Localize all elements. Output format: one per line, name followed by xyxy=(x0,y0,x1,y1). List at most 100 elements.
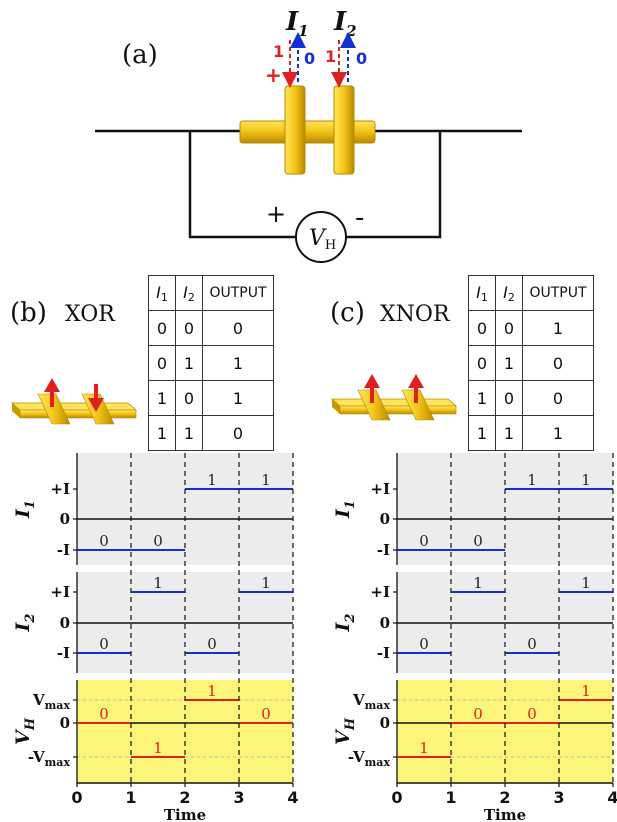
hall-cross-2 xyxy=(333,85,355,175)
segment-label: 0 xyxy=(153,532,163,550)
segment-label: 1 xyxy=(419,739,429,757)
segment-label: 0 xyxy=(473,532,483,550)
panel-c-label: (c) xyxy=(330,298,365,328)
red-arrow-1-label: 1 xyxy=(273,42,284,61)
red-arrow-2-label: 1 xyxy=(325,47,336,66)
segment-label: 1 xyxy=(261,574,271,592)
voltmeter-circle xyxy=(295,211,347,263)
hall-cross-1 xyxy=(284,85,306,175)
y-tick-label: -Vmax xyxy=(348,748,391,769)
cell: 0 xyxy=(495,310,523,346)
y-tick-label: 0 xyxy=(60,714,70,732)
plus-small-label: + xyxy=(265,63,282,87)
y-tick-label: 0 xyxy=(380,714,390,732)
cell: 1 xyxy=(495,415,523,451)
cell: 1 xyxy=(202,345,274,381)
y-tick-label: -Vmax xyxy=(28,748,71,769)
segment-label: 0 xyxy=(99,532,109,550)
y-tick-label: +I xyxy=(50,480,70,498)
panel-a: (a) VH + - I1 I2 1 0 + 1 0 xyxy=(95,7,522,263)
cell: 0 xyxy=(495,380,523,416)
loop-wire-right xyxy=(346,131,442,239)
x-tick-label: 4 xyxy=(607,788,617,807)
header-i1: I1 xyxy=(148,275,176,311)
segment-label: 1 xyxy=(153,739,163,757)
y-tick-label: Vmax xyxy=(32,691,70,712)
current-i2-label: I2 xyxy=(333,7,357,40)
y-axis-label: I1 xyxy=(12,500,38,519)
xor-device xyxy=(10,378,138,425)
cell: 0 xyxy=(522,345,594,381)
y-tick-label: 0 xyxy=(60,510,70,528)
cell: 1 xyxy=(522,310,594,346)
segment-label: 1 xyxy=(581,682,591,700)
cell: 1 xyxy=(175,345,203,381)
y-axis-label: VH xyxy=(12,717,38,745)
up-arrow-icon xyxy=(44,378,60,407)
y-tick-label: -I xyxy=(377,644,390,662)
header-output: OUTPUT xyxy=(202,275,274,311)
cell: 1 xyxy=(522,415,594,451)
segment-label: 1 xyxy=(581,471,591,489)
header-output: OUTPUT xyxy=(522,275,594,311)
y-tick-label: -I xyxy=(57,541,70,559)
cell: 0 xyxy=(175,310,203,346)
xnor-device xyxy=(330,374,458,421)
segment-label: 1 xyxy=(207,471,217,489)
segment-label: 0 xyxy=(99,635,109,653)
cell: 1 xyxy=(202,380,274,416)
segment-label: 0 xyxy=(473,705,483,723)
segment-label: 1 xyxy=(261,471,271,489)
y-axis-label: I1 xyxy=(332,500,358,519)
header-i1: I1 xyxy=(468,275,496,311)
current-i1-label: I1 xyxy=(285,7,309,40)
x-tick-label: 2 xyxy=(179,788,190,807)
x-axis-label: Time xyxy=(484,806,526,822)
y-tick-label: +I xyxy=(50,583,70,601)
y-tick-label: 0 xyxy=(380,510,390,528)
y-axis-label: I2 xyxy=(12,614,38,633)
y-tick-label: +I xyxy=(370,480,390,498)
segment-label: 1 xyxy=(473,574,483,592)
x-axis-label: Time xyxy=(164,806,206,822)
cell: 0 xyxy=(468,345,496,381)
x-tick-label: 2 xyxy=(499,788,510,807)
cell: 1 xyxy=(495,345,523,381)
x-tick-label: 4 xyxy=(287,788,298,807)
loop-wire-left xyxy=(188,131,295,239)
segment-label: 0 xyxy=(207,635,217,653)
y-tick-label: 0 xyxy=(380,614,390,632)
voltmeter-minus: - xyxy=(355,203,364,233)
cell: 0 xyxy=(175,380,203,416)
segment-label: 1 xyxy=(581,574,591,592)
x-tick-label: 0 xyxy=(391,788,402,807)
segment-label: 0 xyxy=(99,705,109,723)
x-tick-label: 3 xyxy=(553,788,564,807)
table-header-row: I1 I2 OUTPUT xyxy=(468,275,594,311)
blue-arrow-2-label: 0 xyxy=(356,49,367,68)
y-tick-label: -I xyxy=(57,644,70,662)
cell: 1 xyxy=(148,415,176,451)
header-i2: I2 xyxy=(495,275,523,311)
panel-c-gate: XNOR xyxy=(380,302,451,327)
segment-label: 1 xyxy=(527,471,537,489)
panel-a-label: (a) xyxy=(122,40,158,70)
cell: 0 xyxy=(522,380,594,416)
plot-background xyxy=(77,680,293,783)
y-tick-label: Vmax xyxy=(352,691,390,712)
x-tick-label: 1 xyxy=(445,788,456,807)
segment-label: 0 xyxy=(261,705,271,723)
cell: 0 xyxy=(468,310,496,346)
panel-b-label: (b) xyxy=(10,298,47,328)
segment-label: 1 xyxy=(207,682,217,700)
y-tick-label: -I xyxy=(377,541,390,559)
